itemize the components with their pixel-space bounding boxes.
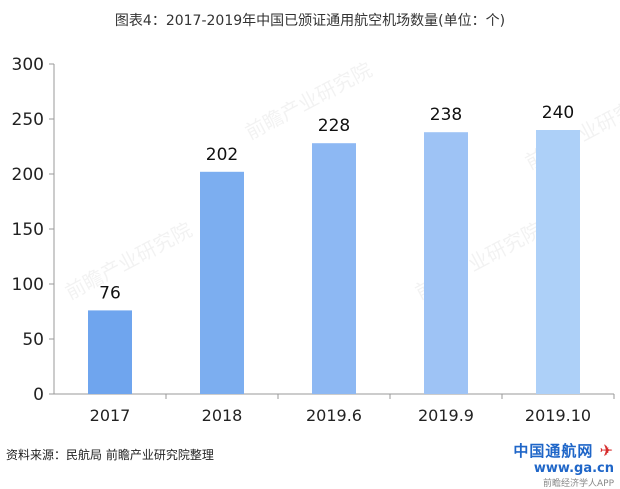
bar-2019.10 (536, 130, 580, 394)
x-tick-label: 2017 (90, 406, 131, 425)
y-tick-label: 0 (33, 385, 44, 405)
watermark-text: 前瞻产业研究院 (241, 57, 376, 144)
site-url: www.ga.cn (533, 461, 614, 476)
x-tick-label: 2019.6 (306, 406, 362, 425)
x-tick-label: 2018 (202, 406, 243, 425)
app-label: 前瞻经济学人APP (542, 479, 614, 489)
bar-2019.9 (424, 132, 468, 394)
chart-title: 图表4：2017-2019年中国已颁证通用航空机场数量(单位：个) (114, 13, 506, 29)
data-label: 240 (542, 103, 574, 123)
data-labels: 76 202 228 238 240 (99, 103, 574, 303)
x-tick-label: 2019.10 (525, 406, 591, 425)
airplane-icon: ✈ (599, 441, 614, 460)
site-name: 中国通航网 (513, 442, 594, 460)
site-watermark: 中国通航网 ✈ www.ga.cn 前瞻经济学人APP (513, 440, 614, 489)
source-note: 资料来源：民航局 前瞻产业研究院整理 (6, 448, 214, 462)
x-axis: 2017 2018 2019.6 2019.9 2019.10 (54, 393, 615, 425)
bar-2017 (88, 310, 132, 394)
y-tick-label: 100 (12, 275, 44, 295)
data-label: 238 (430, 105, 462, 125)
data-label: 228 (318, 116, 350, 136)
data-label: 76 (99, 283, 121, 303)
data-label: 202 (206, 145, 238, 165)
bar-2018 (200, 171, 244, 394)
bar-chart: 前瞻产业研究院前瞻产业研究院前瞻产业研究院前瞻产业研究院 05010015020… (12, 55, 620, 425)
x-tick-label: 2019.9 (418, 406, 474, 425)
bar-2019.6 (312, 143, 356, 394)
y-tick-label: 300 (12, 55, 44, 75)
y-tick-label: 50 (22, 330, 44, 350)
y-tick-label: 250 (12, 110, 44, 130)
y-axis: 0 50 100 150 200 250 300 (12, 55, 55, 405)
watermark-text: 前瞻产业研究院 (61, 217, 196, 304)
bars (88, 130, 580, 394)
y-tick-label: 150 (12, 220, 44, 240)
y-tick-label: 200 (12, 165, 44, 185)
